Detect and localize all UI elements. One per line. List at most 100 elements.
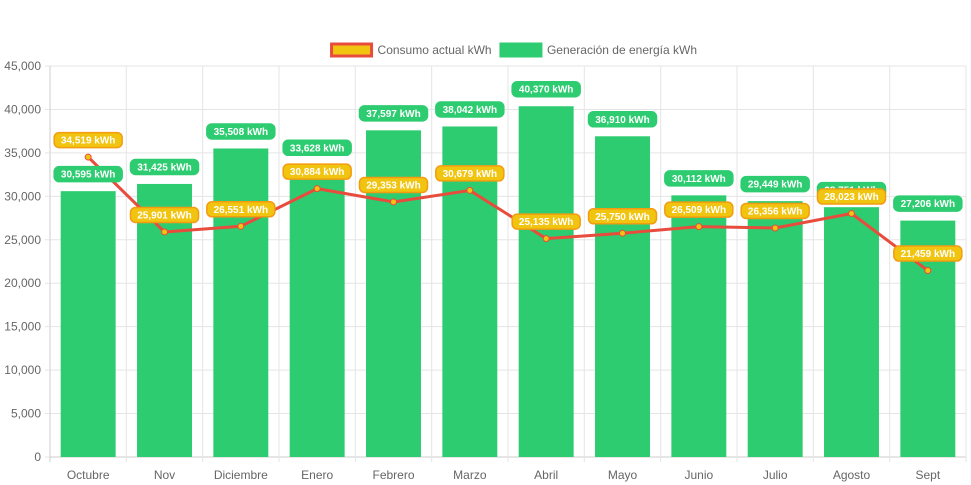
line-data-label-bg [511,213,581,230]
bar[interactable] [824,207,879,457]
y-tick-label: 20,000 [4,276,41,290]
x-tick-label: Sept [915,468,940,482]
line-data-label-bg [664,201,734,218]
legend-swatch [499,42,543,58]
x-tick-label: Diciembre [214,468,268,482]
line-data-label: 25,135 kWh [519,217,573,228]
bar[interactable] [747,201,803,457]
bar-data-label: 31,425 kWh [137,162,191,173]
bar-data-label-bg [282,139,352,157]
legend-swatch [330,42,374,58]
line-point[interactable] [619,229,626,237]
bar-data-label: 30,595 kWh [61,170,115,181]
bar[interactable] [518,106,574,457]
line-data-label: 30,884 kWh [290,167,344,178]
bar[interactable] [671,195,727,458]
line-data-label: 26,356 kWh [748,206,802,217]
bar-data-label-bg [740,175,810,193]
line-data-label: 34,519 kWh [61,136,115,147]
line-point[interactable] [695,223,703,231]
line-data-label-bg [282,163,352,180]
bar-data-label-bg [358,105,429,122]
line-data-label-bg [358,176,429,194]
bar-data-label: 36,910 kWh [595,115,649,126]
x-tick-label: Enero [301,468,333,482]
line-data-label: 28,023 kWh [824,192,878,203]
line-point[interactable] [924,267,932,275]
bar[interactable] [595,136,650,458]
line-data-label: 26,551 kWh [214,205,268,216]
bar-data-label: 37,597 kWh [366,109,420,120]
x-tick-label: Junio [684,468,713,482]
line-point[interactable] [161,228,168,236]
line-point[interactable] [542,235,550,243]
y-tick-label: 30,000 [4,189,41,203]
legend-label: Generación de energía kWh [547,43,697,57]
line-data-label: 30,679 kWh [443,169,497,180]
bar-data-label-bg [587,111,658,128]
line-data-label: 26,509 kWh [672,205,726,216]
line-path [87,155,929,272]
legend[interactable]: Consumo actual kWh Generación de energía … [330,42,697,58]
legend-label: Consumo actual kWh [378,43,492,57]
line-point[interactable] [466,186,474,194]
line-point[interactable] [313,185,321,193]
y-tick-label: 5,000 [11,407,41,421]
line-data-label: 25,750 kWh [595,212,649,223]
data-labels: 30,595 kWh 31,425 kWh 35,508 kWh 33,628 kWh… [53,80,963,262]
line-point[interactable] [771,224,779,232]
line-point[interactable] [84,153,92,161]
line-data-label-bg [893,245,963,262]
gridlines [49,65,967,462]
line-data-label: 29,353 kWh [366,180,420,191]
line-data-label-bg [129,206,200,224]
x-tick-label: Marzo [453,468,487,482]
bar-data-label: 35,508 kWh [214,127,268,138]
line-series [84,153,932,275]
line-data-label-bg [53,131,123,149]
line-data-label-bg [587,208,658,225]
y-tick-label: 40,000 [4,102,41,116]
bar-data-label: 27,206 kWh [901,199,955,210]
line-point[interactable] [390,198,397,206]
line-data-label-bg [435,165,505,182]
bar[interactable] [60,191,116,457]
bar-data-label: 38,042 kWh [443,105,497,116]
x-tick-label: Mayo [608,468,638,482]
bar-data-label-bg [511,80,581,98]
x-tick-label: Octubre [67,468,110,482]
line-data-label-bg [816,188,887,205]
line-data-label-bg [740,202,810,220]
bar-data-label: 30,112 kWh [672,174,726,185]
line-data-label-bg [206,201,276,218]
y-tick-label: 0 [34,450,41,464]
bar-data-label-bg [893,195,963,212]
bar-data-label-bg [129,158,200,176]
y-tick-label: 25,000 [4,233,41,247]
bar[interactable] [137,183,192,457]
bar-data-label-bg [435,101,505,118]
x-tick-label: Julio [763,468,788,482]
line-data-label: 21,459 kWh [901,249,955,260]
line-data-label: 25,901 kWh [137,210,191,221]
legend-item[interactable]: Consumo actual kWh [330,42,492,58]
line-point[interactable] [848,210,855,218]
bar[interactable] [289,164,345,457]
legend-item[interactable]: Generación de energía kWh [499,42,697,58]
y-tick-label: 35,000 [4,146,41,160]
bar[interactable] [213,148,269,458]
x-tick-label: Agosto [833,468,871,482]
bar-data-label: 33,628 kWh [290,143,344,154]
axes: 0 5,000 10,000 15,000 20,000 25,000 30,000 35,0… [4,59,941,482]
bar-data-label-bg [206,123,276,140]
x-tick-label: Nov [154,468,175,482]
line-point[interactable] [237,222,245,230]
y-tick-label: 45,000 [4,59,41,73]
y-tick-label: 10,000 [4,363,41,377]
x-tick-label: Abril [534,468,558,482]
y-tick-label: 15,000 [4,320,41,334]
bar-data-label-bg [53,165,123,183]
bar-data-label: 29,449 kWh [748,180,802,191]
